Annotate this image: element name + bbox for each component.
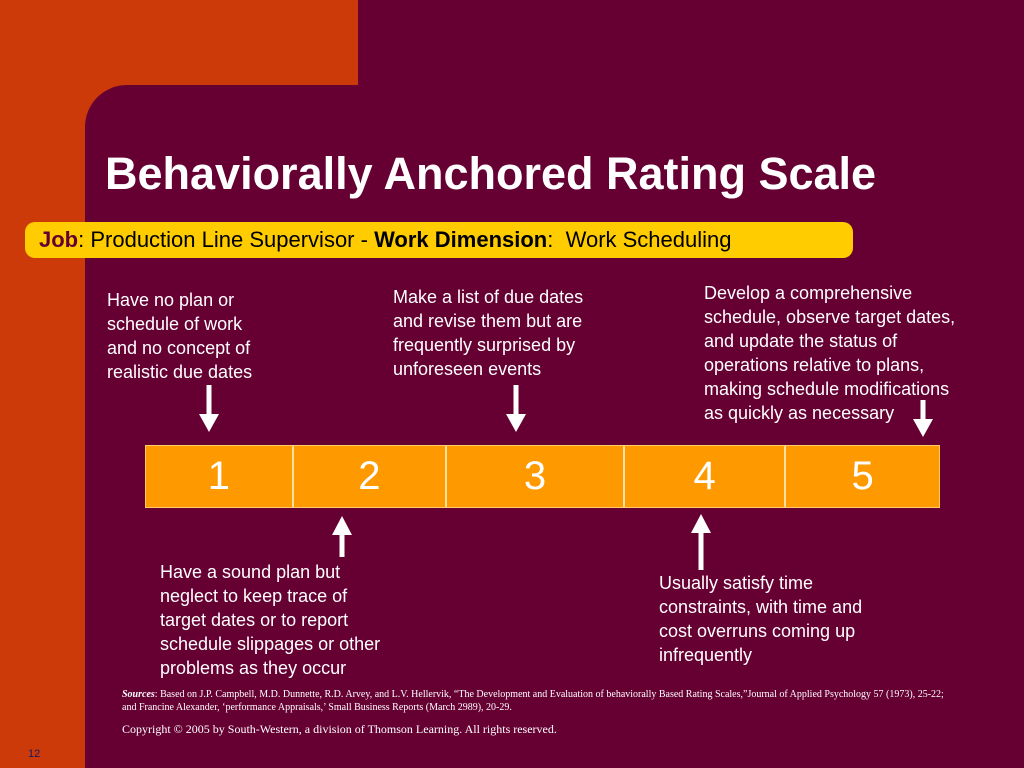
job-label: Job [39,227,79,252]
anchor-line: schedule slippages or other [160,634,381,654]
scale-cell: 2 [294,446,448,507]
sources: Sources: Based on J.P. Campbell, M.D. Du… [122,688,952,714]
dimension-text: : Work Scheduling [547,227,732,252]
scale-cell: 5 [851,454,874,498]
anchor-line: infrequently [659,645,753,665]
anchor-text: Have a sound plan but neglect to keep tra… [160,560,380,680]
scale-cell: 1 [146,446,294,507]
job-text: : Production Line Supervisor - [78,227,375,252]
anchor-line: schedule of work [107,314,243,334]
anchor-line: frequently surprised by [393,335,576,355]
anchor-line: and no concept of [107,338,251,358]
content-panel-top [358,0,1024,90]
anchor-line: as quickly as necessary [704,403,895,423]
anchor-line: making schedule modifications [704,379,950,399]
job-bar: Job: Production Line Supervisor - Work D… [25,222,853,258]
arrow-head [332,516,352,535]
anchor-line: operations relative to plans, [704,355,925,375]
anchor-text: Develop a comprehensive schedule, observe… [704,281,955,425]
content-panel [85,85,1024,768]
scale-cell: 3 [447,446,625,507]
anchor-text: Have no plan or schedule of work and no co… [107,288,252,384]
dimension-label: Work Dimension [374,227,548,252]
anchor-line: Develop a comprehensive [704,283,913,303]
anchor-line: Usually satisfy time [659,573,814,593]
scale-cell: 4 [625,446,787,507]
sources-label: Sources [122,689,155,700]
anchor-line: schedule, observe target dates, [704,307,956,327]
anchor-line: Have no plan or [107,290,235,310]
anchor-line: constraints, with time and [659,597,863,617]
anchor-line: cost overruns coming up [659,621,856,641]
anchor-line: neglect to keep trace of [160,586,348,606]
anchor-line: and update the status of [704,331,898,351]
sources-text: : Based on J.P. Campbell, M.D. Dunnette,… [122,689,944,713]
anchor-line: realistic due dates [107,362,253,382]
anchor-line: Have a sound plan but [160,562,341,582]
anchor-text: Usually satisfy time constraints, with ti… [659,571,862,667]
anchor-line: Make a list of due dates [393,287,584,307]
anchor-text: Make a list of due dates and revise them … [393,285,583,381]
copyright: Copyright © 2005 by South-Western, a div… [122,722,557,736]
anchor-line: problems as they occur [160,658,347,678]
arrow-head [691,514,711,533]
anchor-line: unforeseen events [393,359,542,379]
page-number: 12 [28,748,41,760]
arrow-head [506,414,526,432]
anchor-line: and revise them but are [393,311,583,331]
slide-title: Behaviorally Anchored Rating Scale [105,148,877,199]
arrow-head [913,419,933,437]
arrow-head [199,414,219,432]
anchor-line: target dates or to report [160,610,349,630]
